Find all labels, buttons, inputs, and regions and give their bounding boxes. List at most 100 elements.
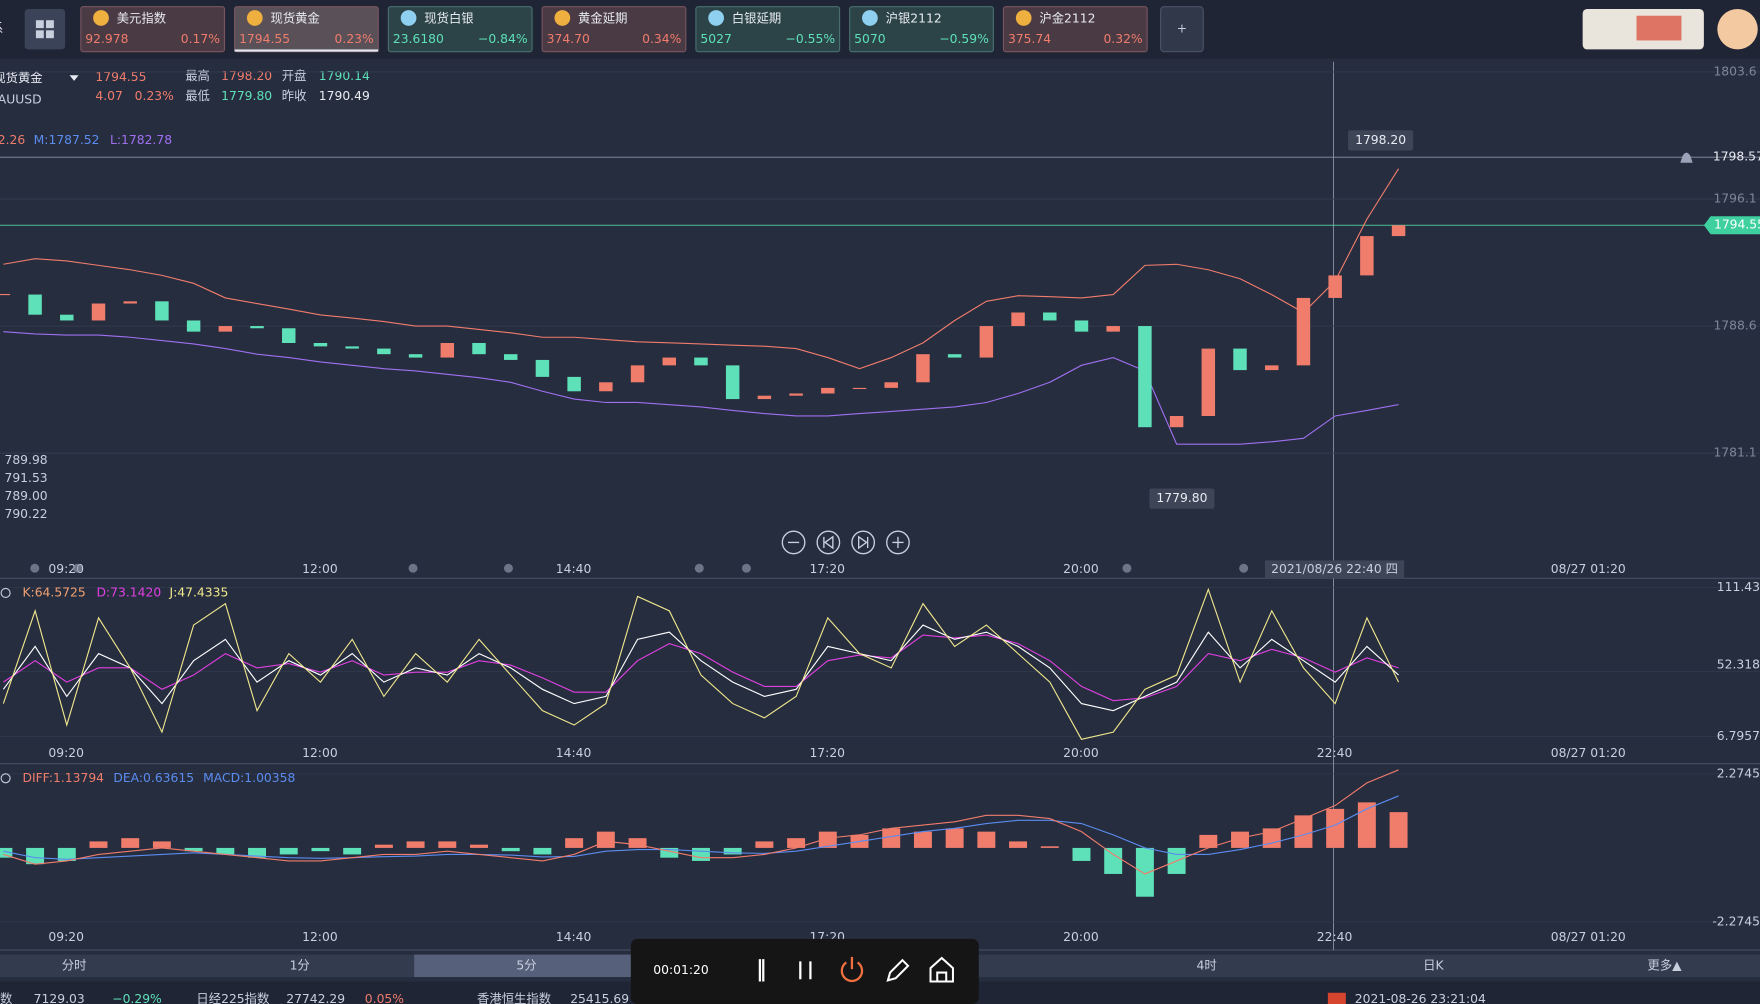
- pen-icon[interactable]: [886, 958, 910, 982]
- alert-bell: [1680, 152, 1693, 163]
- macd-bar: [787, 838, 806, 848]
- macd-bar: [184, 847, 203, 852]
- candle: [218, 326, 233, 332]
- settings-icon[interactable]: [0, 587, 11, 599]
- period-tab[interactable]: 4时: [1197, 958, 1217, 972]
- x-tick-label: 17:20: [809, 562, 845, 576]
- grid-icon: [35, 20, 54, 39]
- candle: [852, 387, 867, 390]
- home-icon[interactable]: [929, 956, 954, 983]
- symbol-code: AUUSD: [0, 92, 42, 106]
- low-bubble: [1149, 488, 1215, 509]
- ticker-item: 27742.29: [286, 992, 345, 1004]
- last-price: 1794.55: [95, 70, 146, 84]
- tab-icon: [708, 10, 724, 26]
- kdj-k: [2, 624, 1399, 712]
- avatar[interactable]: [1717, 8, 1758, 50]
- candle: [1296, 297, 1311, 366]
- add-label: +: [1177, 22, 1187, 36]
- tab-change: 0.17%: [181, 32, 220, 46]
- x-tick-label: 20:00: [1063, 930, 1099, 944]
- period-tab[interactable]: 分时: [62, 958, 87, 972]
- macd-bar: [660, 847, 679, 858]
- current-price-box: [1703, 216, 1760, 235]
- period-tab[interactable]: 更多▲: [1648, 958, 1683, 972]
- stat-high-label: 最高: [185, 68, 210, 83]
- quote-tab[interactable]: [387, 6, 533, 53]
- ticker-item: 25415.69: [570, 992, 629, 1004]
- quote-tab[interactable]: [541, 6, 687, 53]
- quote-tab[interactable]: [1002, 6, 1148, 53]
- candle: [155, 301, 169, 321]
- tab-icon: [1015, 10, 1032, 26]
- macd-bar: [723, 847, 742, 855]
- candle: [1201, 348, 1216, 417]
- macd-bar: [596, 831, 615, 848]
- tab-icon: [554, 10, 571, 26]
- candle: [1138, 326, 1152, 428]
- zoom-out[interactable]: [781, 530, 806, 555]
- macd-bar: [279, 847, 298, 855]
- step-forward[interactable]: [851, 530, 876, 555]
- candle: [282, 328, 296, 343]
- macd-bar: [1357, 802, 1376, 848]
- period-tab[interactable]: 日K: [1423, 958, 1444, 972]
- crosshair-time-box: [1265, 560, 1405, 579]
- x-tick-label: 12:00: [302, 562, 338, 576]
- macd-bar: [57, 847, 76, 861]
- y-tick-label: 1803.6: [1713, 64, 1756, 78]
- zoom-in[interactable]: [886, 530, 910, 555]
- macd-bar: [26, 847, 45, 865]
- band-lower: [3, 331, 1399, 445]
- candle: [694, 357, 708, 366]
- tab-price: 375.74: [1008, 32, 1051, 46]
- pause-icon[interactable]: [799, 961, 812, 980]
- macd-bar: [1389, 812, 1408, 848]
- timeline-dot: [30, 563, 40, 573]
- period-tab[interactable]: 5分: [516, 958, 536, 972]
- macd-bar: [343, 847, 362, 855]
- stop-icon[interactable]: [840, 956, 864, 983]
- step-back[interactable]: [816, 530, 841, 555]
- indicator-label: M:1787.52: [34, 133, 100, 147]
- y-tick-label: 2.2745: [1717, 766, 1760, 780]
- ticker-item: 日经225指数: [196, 991, 269, 1004]
- settings-icon[interactable]: [0, 773, 11, 784]
- ohlc-label: 789.98: [4, 453, 47, 467]
- macd-bar: [1199, 834, 1218, 848]
- macd-bar: [1009, 841, 1028, 848]
- macd-bar: [470, 844, 488, 848]
- macd-label: MACD:1.00358: [203, 771, 295, 785]
- tab-change: −0.59%: [939, 32, 989, 46]
- y-tick-label: 1796.1: [1713, 191, 1756, 205]
- x-tick-label: 09:20: [48, 930, 84, 944]
- macd-bar: [438, 841, 457, 848]
- add-button[interactable]: [1160, 6, 1204, 53]
- x-tick-label: 08/27 01:20: [1551, 746, 1626, 760]
- macd-bar: [374, 844, 393, 848]
- macd-bar: [501, 847, 520, 852]
- period-tab[interactable]: 1分: [290, 958, 310, 972]
- tab-price: 23.6180: [393, 32, 444, 46]
- recorder-time: 00:01:20: [653, 963, 709, 977]
- ticker-item: 7129.03: [34, 992, 85, 1004]
- kdj-label: J:47.4335: [168, 585, 228, 599]
- macd-bar: [406, 841, 425, 848]
- grid-button[interactable]: [24, 8, 66, 50]
- change: 4.07: [95, 89, 122, 103]
- candle: [599, 382, 613, 392]
- candle: [1043, 312, 1057, 321]
- macd-bar: [533, 847, 552, 855]
- indicator-label: 2.26: [0, 133, 25, 147]
- quote-tab[interactable]: [849, 6, 994, 53]
- quote-tab[interactable]: [80, 6, 226, 53]
- x-tick-label: 14:40: [556, 562, 592, 576]
- tab-icon: [93, 10, 109, 26]
- tab-change: 0.34%: [642, 32, 681, 46]
- x-tick-label: 22:40: [1317, 746, 1353, 760]
- tab-underline: [234, 49, 379, 52]
- x-tick-label: 14:40: [556, 746, 592, 760]
- quote-tab[interactable]: [695, 6, 841, 53]
- ticker-clock: 2021-08-26 23:21:04: [1355, 992, 1486, 1004]
- macd-bar: [913, 831, 932, 848]
